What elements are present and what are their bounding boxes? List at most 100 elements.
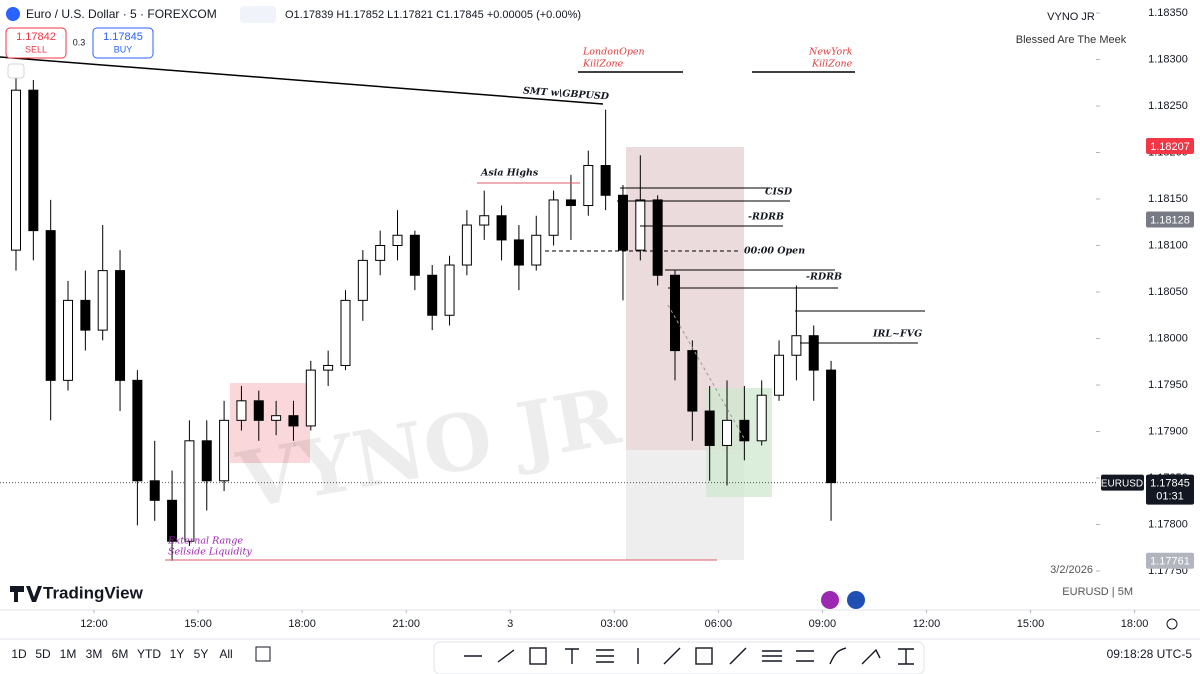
candle-body [722, 419, 733, 446]
candle-body [565, 199, 576, 207]
x-tick-label: 09:00 [809, 618, 837, 630]
last-price-marker [1146, 474, 1194, 505]
range-button[interactable]: 6M [112, 647, 129, 661]
range-button[interactable]: YTD [137, 647, 161, 661]
date: 3/2/2026 [1050, 564, 1093, 576]
range-button[interactable]: 1D [11, 647, 27, 661]
annotation: 00:00 Open [744, 246, 805, 257]
tool-icon[interactable] [829, 647, 847, 665]
event-icon[interactable] [821, 591, 839, 609]
candle-body [669, 274, 680, 352]
candle-body [63, 299, 74, 381]
indicator-buttons[interactable] [240, 6, 276, 23]
buy-button[interactable] [92, 27, 154, 59]
candle-body [97, 270, 108, 331]
candle-body [583, 165, 594, 207]
range-button[interactable]: 1Y [170, 647, 185, 661]
tool-icon[interactable] [529, 647, 547, 665]
tool-icon[interactable] [663, 647, 681, 665]
annotation: NewYork [808, 47, 853, 58]
candle-body [340, 299, 351, 366]
event-icon[interactable] [847, 591, 865, 609]
x-tick-label: 06:00 [705, 618, 733, 630]
tool-icon[interactable] [729, 647, 747, 665]
candle-body [45, 230, 56, 381]
range-button[interactable]: 3M [86, 647, 103, 661]
y-tick-label: 1.17900 [1148, 425, 1188, 437]
annotation: External Range [167, 536, 243, 547]
annotation: Asia Highs [480, 168, 539, 179]
annotation: CISD [765, 187, 793, 198]
candle-body [167, 499, 178, 542]
tool-icon[interactable] [762, 650, 782, 662]
range-button[interactable]: 5Y [194, 647, 209, 661]
annotation: Sellside Liquidity [168, 547, 252, 558]
y-tick-label: 1.18300 [1148, 53, 1188, 65]
x-tick-label: 21:00 [392, 618, 420, 630]
y-tick-label: 1.17800 [1148, 518, 1188, 530]
y-tick-label: 1.18250 [1148, 100, 1188, 112]
tool-icon[interactable] [695, 647, 713, 665]
time-axis: 12:00 15:00 18:00 21:00 3 03:00 06:00 09:00 12:0… [80, 610, 1148, 630]
candle-body [444, 264, 455, 316]
tool-icon[interactable] [898, 648, 914, 665]
annotation: -RDRB [806, 272, 842, 283]
candle-body [132, 379, 143, 482]
price-marker [1146, 137, 1194, 154]
tv-logo: TradingView [43, 583, 144, 602]
clock: 09:18:28 UTC-5 [1107, 647, 1193, 661]
sell-price: 1.17842 [16, 31, 56, 43]
candle-body [617, 194, 628, 251]
candle-body [357, 259, 368, 301]
candle-body [323, 364, 334, 371]
x-tick-label: 3 [507, 618, 513, 630]
tool-icon[interactable] [497, 649, 515, 663]
range-button[interactable]: 5D [35, 647, 51, 661]
candle-body [461, 224, 472, 266]
symbol-tag [1101, 474, 1144, 491]
range-button[interactable]: All [219, 647, 232, 661]
brand-tagline: Blessed Are The Meek [1016, 34, 1127, 46]
buy-price: 1.17845 [103, 31, 143, 43]
range-button[interactable]: 1M [60, 647, 77, 661]
drawing-tools [464, 647, 914, 665]
price-marker-label: 1.18128 [1150, 214, 1190, 226]
candle-body [479, 215, 490, 226]
candle-body [375, 245, 386, 261]
tool-icon[interactable] [596, 649, 614, 663]
tool-icon[interactable] [565, 648, 579, 664]
collapse-button[interactable] [7, 63, 25, 79]
countdown: 01:31 [1156, 491, 1184, 503]
settings-icon[interactable] [1166, 618, 1178, 630]
symbol-title: Euro / U.S. Dollar · 5 · FOREXCOM [26, 7, 217, 21]
sell-button[interactable] [5, 27, 67, 59]
drawing-toolbar [433, 641, 925, 674]
x-tick-label: 15:00 [1017, 618, 1045, 630]
candle-body [219, 419, 230, 482]
candle-body [201, 440, 212, 482]
y-tick-label: 1.18350 [1148, 7, 1188, 19]
range-buttons: 1D 5D 1M 3M 6M YTD 1Y 5Y All [11, 647, 232, 661]
y-tick-label: 1.18000 [1148, 332, 1188, 344]
tool-icon[interactable] [861, 648, 881, 665]
x-tick-label: 18:00 [288, 618, 316, 630]
annotation: KillZone [582, 59, 624, 70]
candle-body [288, 415, 299, 427]
spread: 0.3 [73, 37, 86, 47]
tool-icon[interactable] [796, 650, 814, 662]
price-marker-label: 1.18207 [1150, 141, 1190, 153]
date-range-icon[interactable] [255, 646, 271, 662]
price-axis-labels: 1.183501.183001.182501.182001.181501.181… [1096, 7, 1194, 577]
brand-name: VYNO JR [1047, 11, 1095, 23]
candle-body [652, 199, 663, 276]
candle-body [635, 199, 646, 251]
x-tick-label: 12:00 [80, 618, 108, 630]
candle-body [513, 239, 524, 266]
candle-body [409, 234, 420, 276]
symbol-logo [6, 7, 20, 21]
candle-body [427, 274, 438, 316]
candle-body [305, 369, 316, 427]
x-tick-label: 12:00 [913, 618, 941, 630]
y-tick-label: 1.17950 [1148, 379, 1188, 391]
